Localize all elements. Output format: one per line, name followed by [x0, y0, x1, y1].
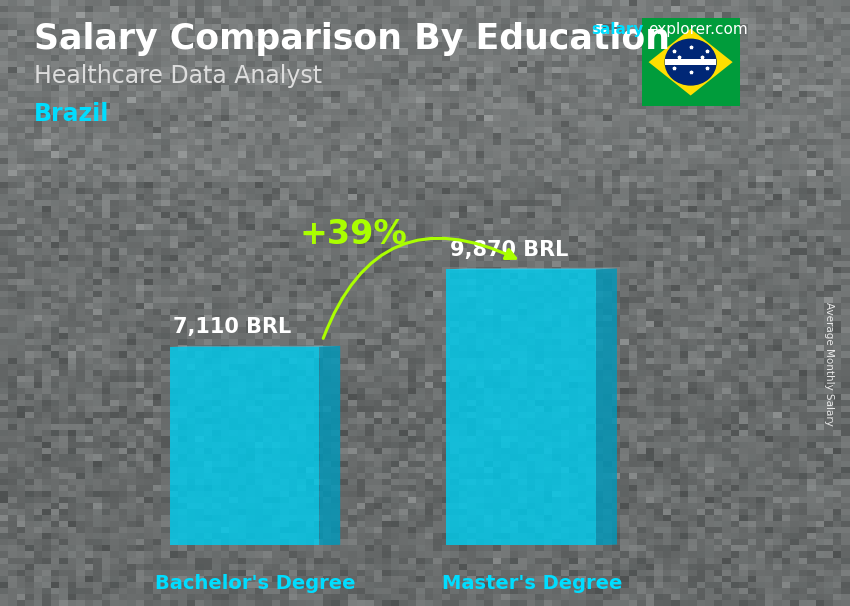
Polygon shape: [642, 18, 740, 106]
Text: Average Monthly Salary: Average Monthly Salary: [824, 302, 834, 425]
Text: +39%: +39%: [299, 218, 407, 251]
Text: salary: salary: [591, 22, 643, 37]
Polygon shape: [596, 268, 617, 545]
Circle shape: [666, 39, 716, 85]
Text: Bachelor's Degree: Bachelor's Degree: [155, 574, 355, 593]
Polygon shape: [320, 346, 340, 545]
Text: 7,110 BRL: 7,110 BRL: [173, 318, 292, 338]
Text: explorer.com: explorer.com: [649, 22, 748, 37]
Text: Healthcare Data Analyst: Healthcare Data Analyst: [34, 64, 322, 88]
Polygon shape: [446, 269, 596, 545]
Text: Brazil: Brazil: [34, 102, 110, 126]
Polygon shape: [170, 347, 320, 545]
Text: 9,870 BRL: 9,870 BRL: [450, 240, 569, 260]
Text: Salary Comparison By Education: Salary Comparison By Education: [34, 22, 670, 56]
Polygon shape: [170, 346, 340, 347]
Text: Master's Degree: Master's Degree: [441, 574, 622, 593]
Polygon shape: [666, 59, 716, 65]
Polygon shape: [446, 268, 617, 269]
Polygon shape: [649, 28, 733, 96]
